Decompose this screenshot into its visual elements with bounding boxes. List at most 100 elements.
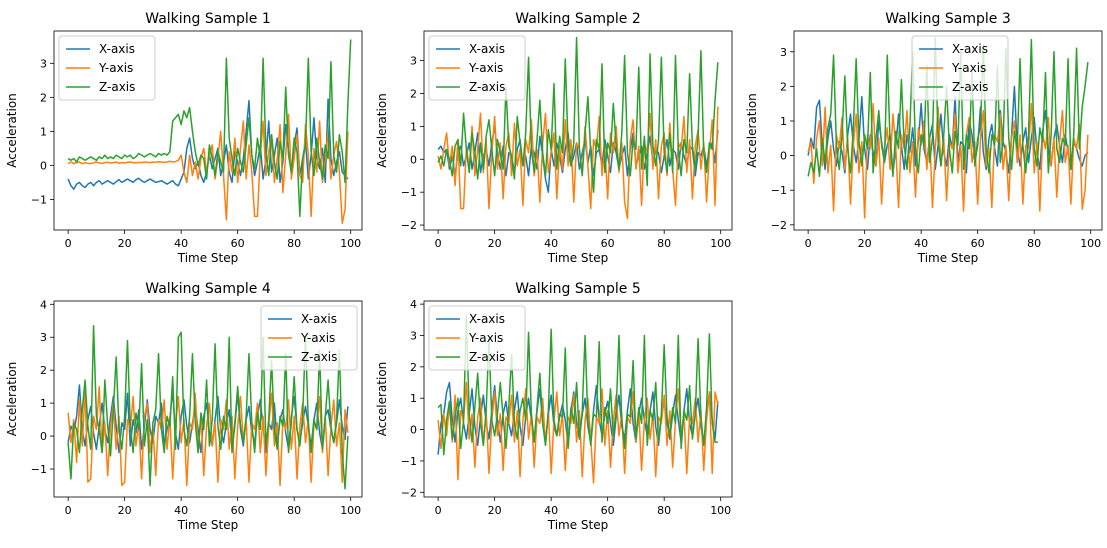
- x-tick-label: 80: [657, 504, 671, 517]
- legend-label-x-axis: X-axis: [301, 312, 337, 326]
- legend: X-axis Y-axis Z-axis: [911, 35, 1009, 101]
- x-tick-label: 0: [435, 237, 442, 250]
- y-tick-label: 1: [410, 392, 417, 405]
- y-tick-label: 2: [40, 91, 47, 104]
- y-tick-label: 2: [410, 87, 417, 100]
- y-tick-label: 0: [410, 424, 417, 437]
- y-tick-label: 3: [40, 331, 47, 344]
- y-tick-label: −1: [401, 455, 417, 468]
- x-tick-label: 40: [544, 504, 558, 517]
- legend-box: [58, 35, 156, 101]
- legend-label-x-axis: X-axis: [99, 42, 135, 56]
- legend-label-y-axis: Y-axis: [98, 61, 133, 75]
- x-tick-label: 100: [1080, 237, 1101, 250]
- series-group: [437, 315, 719, 484]
- y-axis-label: Acceleration: [375, 362, 389, 437]
- x-tick-label: 40: [174, 237, 188, 250]
- x-tick-label: 100: [710, 504, 731, 517]
- axes-frame: [423, 300, 733, 498]
- x-tick-label: 80: [287, 237, 301, 250]
- legend-box: [911, 35, 1009, 101]
- legend-box: [428, 305, 526, 371]
- x-axis-label: Time Step: [547, 251, 609, 265]
- series-group: [807, 37, 1089, 219]
- x-tick-label: 80: [1027, 237, 1041, 250]
- y-tick-label: 2: [410, 361, 417, 374]
- legend-label-y-axis: Y-axis: [951, 61, 986, 75]
- y-tick-label: 3: [410, 329, 417, 342]
- x-tick-label: 40: [544, 237, 558, 250]
- y-tick-label: −2: [401, 219, 417, 232]
- y-tick-label: 1: [40, 125, 47, 138]
- legend-label-x-axis: X-axis: [469, 42, 505, 56]
- series-line-x-axis: [807, 85, 1089, 174]
- subplot-title: Walking Sample 2: [515, 11, 640, 27]
- subplot-title: Walking Sample 1: [145, 11, 270, 27]
- x-axis-label: Time Step: [177, 518, 239, 532]
- y-axis-label: Acceleration: [5, 93, 19, 168]
- legend-label-y-axis: Y-axis: [468, 61, 503, 75]
- legend-label-z-axis: Z-axis: [301, 350, 337, 364]
- subplot-3: 0 20 40 60 80 100 −2 −1 0 1 2 3 Walking Sample 3 Time…: [745, 11, 1103, 265]
- x-tick-label: 0: [65, 504, 72, 517]
- y-tick-label: −2: [401, 486, 417, 499]
- x-tick-label: 0: [805, 237, 812, 250]
- y-tick-label: −2: [771, 219, 787, 232]
- x-tick-label: 60: [231, 504, 245, 517]
- y-tick-label: −1: [31, 463, 47, 476]
- y-tick-label: 3: [40, 57, 47, 70]
- y-tick-label: −1: [31, 193, 47, 206]
- x-tick-label: 0: [65, 237, 72, 250]
- x-tick-label: 0: [435, 504, 442, 517]
- subplot-4: 0 20 40 60 80 100 −1 0 1 2 3 4 Walking Sample 4 Time …: [5, 281, 363, 532]
- y-axis-label: Acceleration: [5, 362, 19, 437]
- subplot-1: 0 20 40 60 80 100 −1 0 1 2 3 Walking Sample 1 Time S…: [5, 11, 363, 265]
- y-tick-label: 2: [780, 80, 787, 93]
- series-line-z-axis: [67, 39, 352, 218]
- legend-box: [260, 305, 358, 371]
- legend: X-axis Y-axis Z-axis: [428, 35, 526, 101]
- subplot-title: Walking Sample 5: [515, 281, 640, 297]
- x-axis-label: Time Step: [547, 518, 609, 532]
- subplot-2: 0 20 40 60 80 100 −2 −1 0 1 2 3 Walking Sample 2 Time…: [375, 11, 733, 265]
- series-line-z-axis: [67, 324, 349, 490]
- axes-frame: [53, 300, 363, 498]
- y-tick-label: 2: [40, 364, 47, 377]
- legend: X-axis Y-axis Z-axis: [260, 305, 358, 371]
- series-line-y-axis: [807, 102, 1089, 219]
- subplot-title: Walking Sample 4: [145, 281, 271, 297]
- series-group: [437, 36, 719, 220]
- y-tick-label: 0: [410, 153, 417, 166]
- x-tick-label: 20: [488, 237, 502, 250]
- legend-label-z-axis: Z-axis: [469, 350, 505, 364]
- y-tick-label: 0: [40, 430, 47, 443]
- y-tick-label: 4: [40, 298, 47, 311]
- series-group: [67, 324, 349, 490]
- y-tick-label: 1: [410, 120, 417, 133]
- y-axis-label: Acceleration: [375, 93, 389, 168]
- legend: X-axis Y-axis Z-axis: [58, 35, 156, 101]
- y-tick-label: 3: [410, 55, 417, 68]
- x-tick-label: 60: [231, 237, 245, 250]
- series-group: [67, 39, 352, 224]
- y-tick-label: 1: [780, 115, 787, 128]
- series-line-z-axis: [437, 36, 719, 193]
- legend-label-z-axis: Z-axis: [99, 80, 135, 94]
- legend-label-y-axis: Y-axis: [300, 331, 335, 345]
- legend-box: [428, 35, 526, 101]
- x-axis-label: Time Step: [917, 251, 979, 265]
- x-tick-label: 40: [174, 504, 188, 517]
- subplot-5: 0 20 40 60 80 100 −2 −1 0 1 2 3 4 Walking Sample 5 Tim…: [375, 281, 733, 532]
- y-tick-label: 1: [40, 397, 47, 410]
- x-tick-label: 60: [601, 237, 615, 250]
- axes-frame: [423, 30, 733, 231]
- x-tick-label: 20: [118, 504, 132, 517]
- subplot-title: Walking Sample 3: [885, 11, 1010, 27]
- x-tick-label: 40: [914, 237, 928, 250]
- x-tick-label: 20: [488, 504, 502, 517]
- y-tick-label: −1: [771, 184, 787, 197]
- y-tick-label: 4: [410, 298, 417, 311]
- x-tick-label: 60: [971, 237, 985, 250]
- y-tick-label: 0: [780, 150, 787, 163]
